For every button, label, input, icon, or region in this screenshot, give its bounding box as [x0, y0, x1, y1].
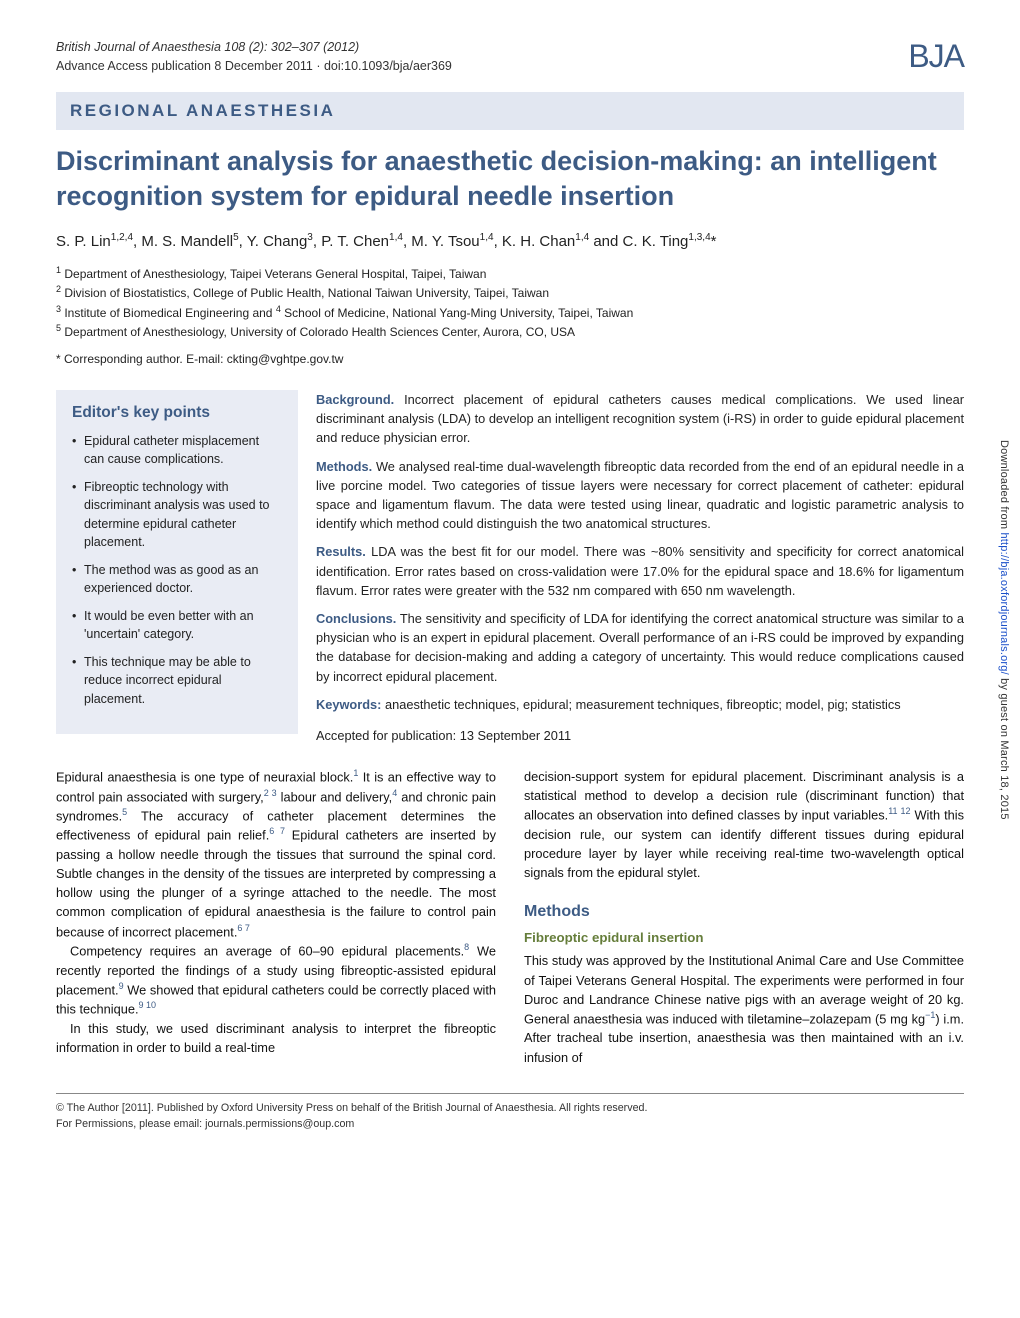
journal-meta: British Journal of Anaesthesia 108 (2): …: [56, 38, 452, 76]
journal-citation: British Journal of Anaesthesia 108 (2): …: [56, 38, 452, 57]
keypoint-item: Epidural catheter misplacement can cause…: [72, 432, 282, 468]
corresponding-author: * Corresponding author. E-mail: ckting@v…: [56, 352, 964, 366]
accepted-date: Accepted for publication: 13 September 2…: [316, 726, 964, 745]
header: British Journal of Anaesthesia 108 (2): …: [56, 38, 964, 76]
abstract-methods: Methods. We analysed real-time dual-wave…: [316, 457, 964, 534]
affiliation: 5 Department of Anesthesiology, Universi…: [56, 322, 964, 342]
affiliations: 1 Department of Anesthesiology, Taipei V…: [56, 264, 964, 342]
keypoints-list: Epidural catheter misplacement can cause…: [72, 432, 282, 708]
abstract-keywords: Keywords: anaesthetic techniques, epidur…: [316, 695, 964, 714]
abs-label-keywords: Keywords:: [316, 697, 381, 712]
body-paragraph: This study was approved by the Instituti…: [524, 951, 964, 1066]
abs-label-background: Background.: [316, 392, 394, 407]
body-paragraph: Epidural anaesthesia is one type of neur…: [56, 767, 496, 941]
keypoint-item: Fibreoptic technology with discriminant …: [72, 478, 282, 551]
journal-advance: Advance Access publication 8 December 20…: [56, 57, 452, 76]
body-column-right: decision-support system for epidural pla…: [524, 767, 964, 1067]
methods-heading: Methods: [524, 900, 964, 924]
body-text: Epidural anaesthesia is one type of neur…: [56, 767, 964, 1067]
abstract-background: Background. Incorrect placement of epidu…: [316, 390, 964, 448]
article-title: Discriminant analysis for anaesthetic de…: [56, 144, 964, 214]
copyright-footer: © The Author [2011]. Published by Oxford…: [56, 1093, 964, 1132]
affiliation: 1 Department of Anesthesiology, Taipei V…: [56, 264, 964, 284]
copyright-line: © The Author [2011]. Published by Oxford…: [56, 1100, 964, 1116]
abs-label-methods: Methods.: [316, 459, 372, 474]
body-paragraph: decision-support system for epidural pla…: [524, 767, 964, 882]
body-paragraph: Competency requires an average of 60–90 …: [56, 941, 496, 1019]
editor-keypoints-box: Editor's key points Epidural catheter mi…: [56, 390, 298, 734]
methods-subheading: Fibreoptic epidural insertion: [524, 928, 964, 948]
section-banner: REGIONAL ANAESTHESIA: [56, 92, 964, 130]
download-link[interactable]: http://bja.oxfordjournals.org/: [998, 532, 1010, 674]
authors: S. P. Lin1,2,4, M. S. Mandell5, Y. Chang…: [56, 232, 964, 250]
keypoint-item: The method was as good as an experienced…: [72, 561, 282, 597]
keypoint-item: It would be even better with an 'uncerta…: [72, 607, 282, 643]
keypoint-item: This technique may be able to reduce inc…: [72, 653, 282, 707]
keypoints-title: Editor's key points: [72, 404, 282, 422]
affiliation: 3 Institute of Biomedical Engineering an…: [56, 303, 964, 323]
body-column-left: Epidural anaesthesia is one type of neur…: [56, 767, 496, 1067]
body-paragraph: In this study, we used discriminant anal…: [56, 1019, 496, 1057]
abs-label-results: Results.: [316, 544, 366, 559]
download-note: Downloaded from http://bja.oxfordjournal…: [998, 440, 1010, 820]
journal-logo: BJA: [908, 38, 964, 75]
abstract-conclusions: Conclusions. The sensitivity and specifi…: [316, 609, 964, 686]
abstract: Background. Incorrect placement of epidu…: [316, 390, 964, 745]
abstract-results: Results. LDA was the best fit for our mo…: [316, 542, 964, 600]
abs-label-conclusions: Conclusions.: [316, 611, 396, 626]
permissions-line: For Permissions, please email: journals.…: [56, 1116, 964, 1132]
affiliation: 2 Division of Biostatistics, College of …: [56, 283, 964, 303]
